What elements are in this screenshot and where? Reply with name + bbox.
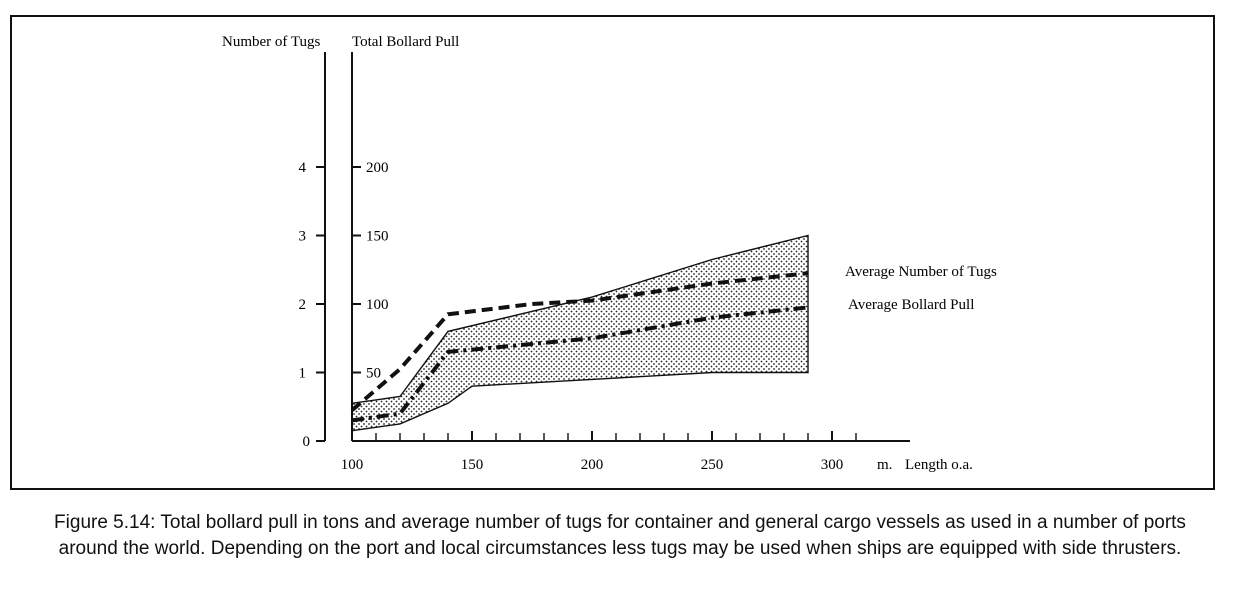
- legend-average-bollard-pull: Average Bollard Pull: [848, 297, 974, 313]
- y-left-tick-label: 0: [303, 434, 311, 450]
- y-left-tick-label: 1: [299, 366, 307, 382]
- y-right-tick-label: 100: [366, 297, 389, 313]
- figure-caption: Figure 5.14: Total bollard pull in tons …: [54, 512, 1186, 559]
- tugs-bollard-chart: Number of Tugs Total Bollard Pull 01234 …: [222, 34, 997, 473]
- y-left-tick-label: 4: [299, 160, 307, 176]
- x-unit-label: m.: [877, 457, 892, 473]
- y-left-tick-label: 2: [299, 297, 307, 313]
- legend-average-number-of-tugs: Average Number of Tugs: [845, 264, 997, 280]
- x-tick-label: 150: [461, 457, 484, 473]
- y-right-tick-label: 200: [366, 160, 389, 176]
- y-left-tick-label: 3: [299, 229, 307, 245]
- average-number-of-tugs-line: [350, 271, 809, 412]
- x-axis-title: Length o.a.: [905, 457, 973, 473]
- y-right-tick-label: 150: [366, 229, 389, 245]
- x-tick-label: 250: [701, 457, 724, 473]
- x-tick-label: 200: [581, 457, 604, 473]
- figure-frame: [10, 15, 1215, 490]
- y-right-title: Total Bollard Pull: [352, 34, 459, 50]
- x-tick-label: 100: [341, 457, 364, 473]
- x-tick-label: 300: [821, 457, 844, 473]
- average-bollard-pull-line: [351, 305, 809, 423]
- y-left-title: Number of Tugs: [222, 34, 321, 50]
- bollard-pull-range-band: [351, 234, 809, 432]
- y-right-tick-label: 50: [366, 366, 381, 382]
